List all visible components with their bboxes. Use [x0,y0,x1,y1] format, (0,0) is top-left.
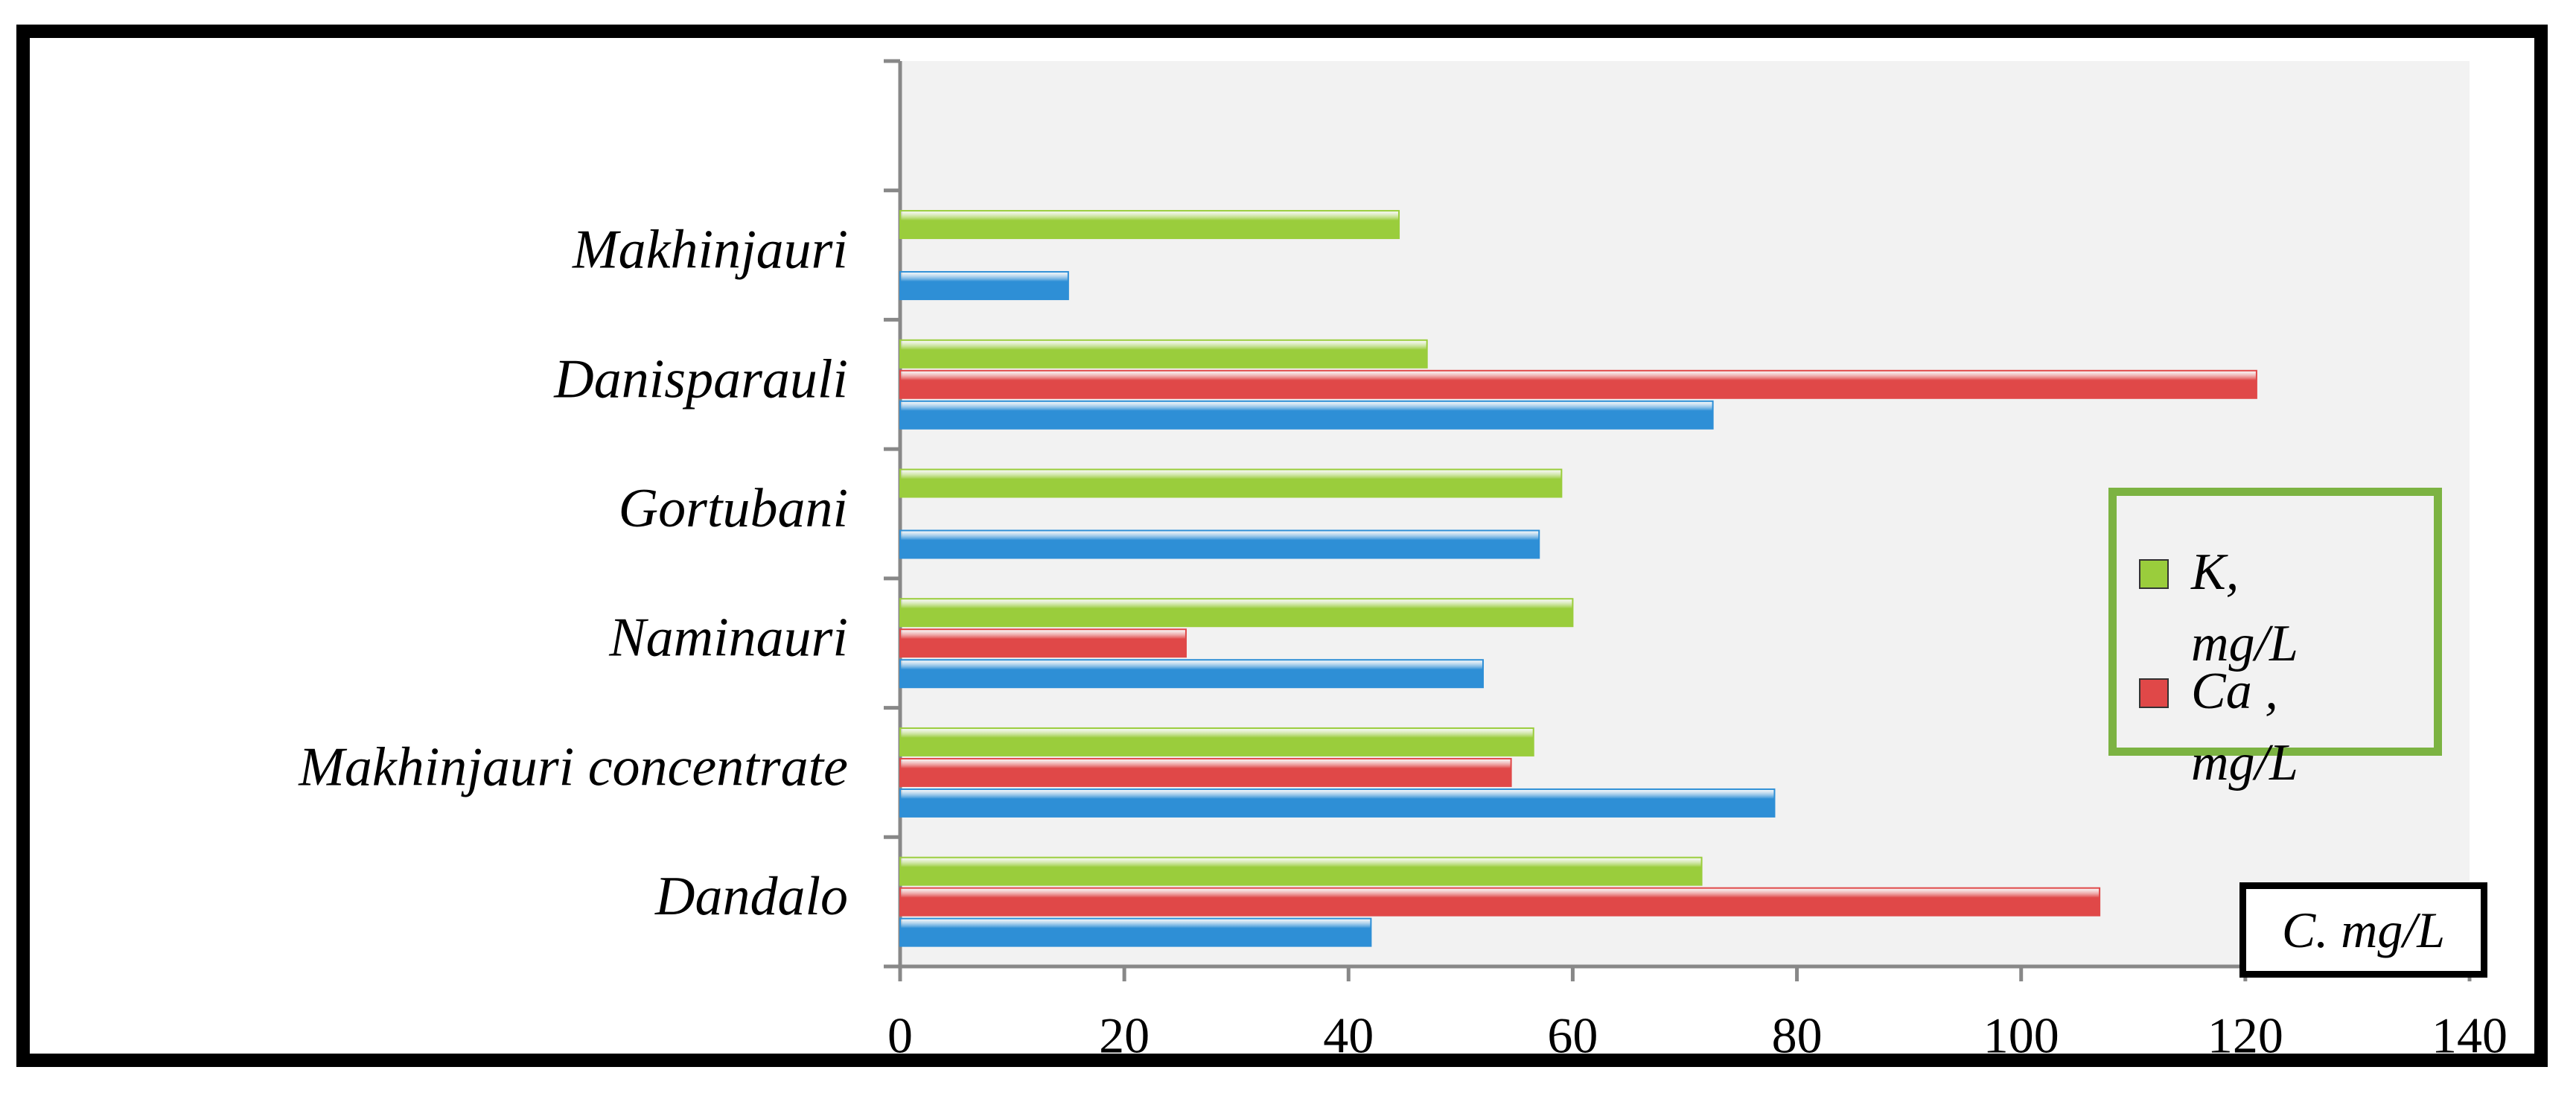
bar [899,757,1512,787]
bar [899,369,2257,399]
y-tick-label: Makhinjauri [572,220,848,281]
x-tick-label: 20 [1099,1007,1150,1064]
y-tick-label: Makhinjauri concentrate [298,736,848,797]
legend-swatch [2139,678,2169,708]
legend-label: Ca , mg/L [2191,663,2298,791]
legend-swatch [2139,559,2169,589]
bar [899,727,1534,756]
frame [16,25,2548,1067]
legend-label: K, mg/L [2191,544,2298,672]
y-tick-label: Naminauri [608,608,848,669]
bar [899,339,1428,369]
y-tick-label: Danisparauli [553,348,848,410]
bar [899,659,1484,689]
y-tick-label: Dandalo [654,866,848,927]
bar [899,598,1574,628]
x-tick-label: 140 [2432,1007,2508,1064]
bar [899,271,1069,301]
bar [899,468,1563,498]
bar [899,856,1703,886]
x-axis-label: C. mg/L [2239,882,2487,978]
y-tick-label: Gortubani [619,478,848,539]
legend: K, mg/L Ca , mg/L [2108,488,2442,791]
x-tick-label: 80 [1772,1007,1823,1064]
x-tick-label: 60 [1547,1007,1598,1064]
bar [899,210,1400,240]
bar [899,788,1776,818]
x-tick-label: 100 [1983,1007,2059,1064]
bar [899,917,1372,947]
bar [899,887,2101,917]
bar [899,529,1540,559]
x-tick-label: 0 [887,1007,913,1064]
bar [899,400,1714,430]
x-tick-label: 40 [1323,1007,1374,1064]
bar [899,628,1187,658]
x-tick-label: 120 [2207,1007,2283,1064]
